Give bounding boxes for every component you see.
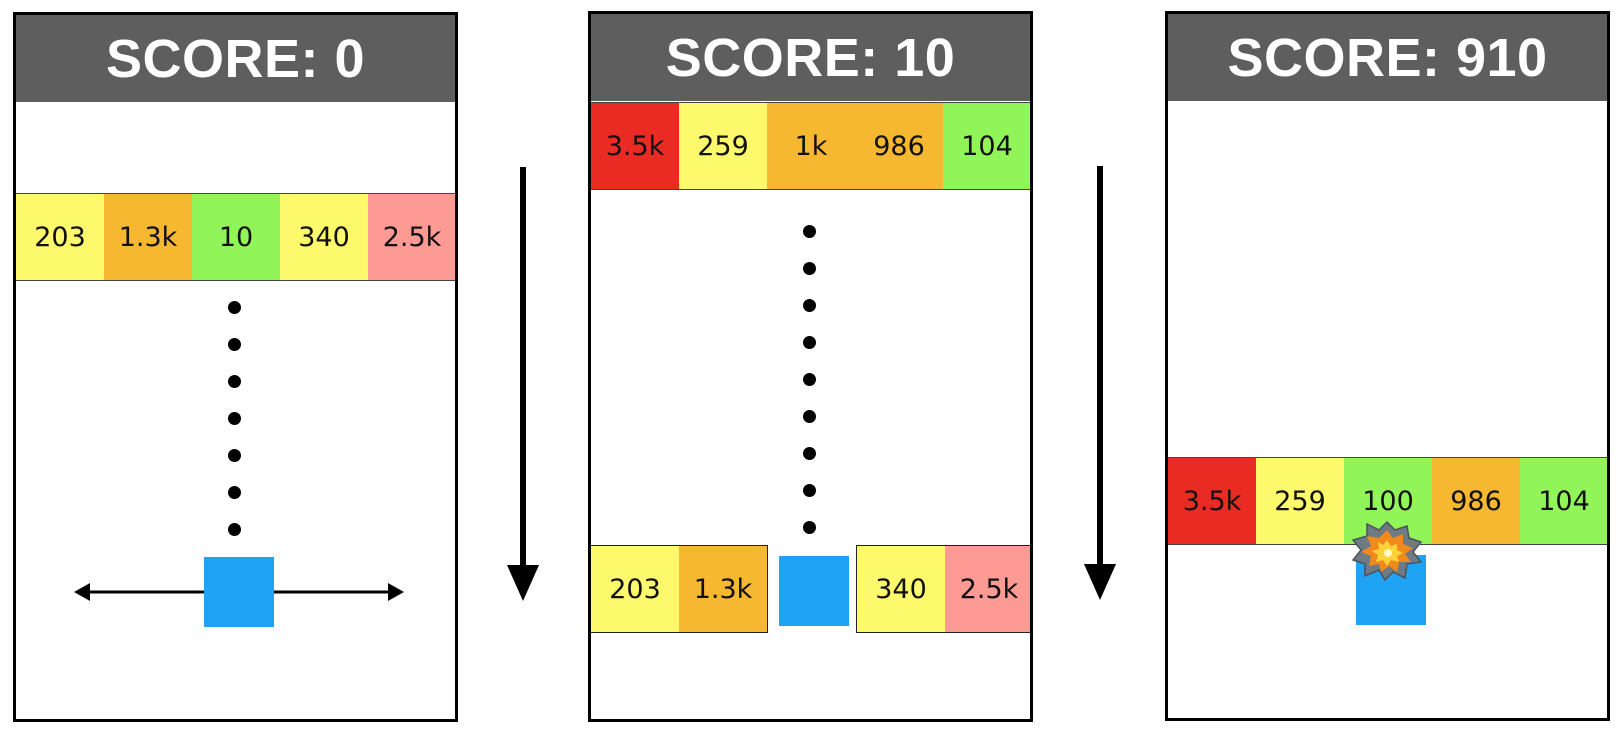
aim-dot bbox=[228, 449, 241, 462]
block-cell: 2.5k bbox=[945, 546, 1030, 632]
block-cell: 203 bbox=[591, 546, 679, 632]
block-cell: 10 bbox=[192, 194, 280, 280]
aim-dot bbox=[803, 410, 816, 423]
down-arrow-icon bbox=[507, 167, 539, 601]
block-cell: 104 bbox=[1520, 458, 1607, 544]
aim-dot bbox=[228, 412, 241, 425]
block-cell: 1k bbox=[767, 103, 855, 189]
block-row: 3.5k 259 100 986 104 bbox=[1168, 457, 1607, 545]
aim-dot bbox=[803, 262, 816, 275]
aim-dot bbox=[803, 299, 816, 312]
player-block[interactable] bbox=[204, 557, 274, 627]
block-cell: 340 bbox=[857, 546, 945, 632]
block-cell: 259 bbox=[679, 103, 767, 189]
aim-dot bbox=[228, 486, 241, 499]
block-cell: 340 bbox=[280, 194, 368, 280]
aim-dot bbox=[228, 338, 241, 351]
player-block[interactable] bbox=[779, 556, 849, 626]
block-cell: 3.5k bbox=[1168, 458, 1256, 544]
down-arrow-icon bbox=[1084, 166, 1116, 600]
aim-dot bbox=[228, 301, 241, 314]
block-cell: 203 bbox=[16, 194, 104, 280]
game-panel-1: SCORE: 0 203 1.3k 10 340 2.5k bbox=[13, 12, 458, 722]
block-row-left: 203 1.3k bbox=[591, 545, 768, 633]
score-label: SCORE: 0 bbox=[105, 28, 366, 89]
game-panel-3: SCORE: 910 3.5k 259 100 986 104 bbox=[1165, 11, 1610, 721]
aim-dot bbox=[803, 225, 816, 238]
explosion-icon bbox=[1351, 520, 1423, 582]
block-cell: 2.5k bbox=[368, 194, 455, 280]
aim-dot bbox=[803, 484, 816, 497]
score-header: SCORE: 0 bbox=[16, 15, 455, 102]
block-cell: 104 bbox=[943, 103, 1030, 189]
score-label: SCORE: 10 bbox=[665, 27, 956, 88]
game-panel-2: SCORE: 10 3.5k 259 1k 986 104 203 1.3k 3… bbox=[588, 11, 1033, 722]
aim-dot bbox=[803, 373, 816, 386]
aim-dot bbox=[228, 375, 241, 388]
score-header: SCORE: 910 bbox=[1168, 14, 1607, 101]
block-cell: 259 bbox=[1256, 458, 1344, 544]
block-row: 203 1.3k 10 340 2.5k bbox=[16, 193, 455, 281]
aim-dot bbox=[803, 521, 816, 534]
block-cell: 986 bbox=[1432, 458, 1520, 544]
block-cell: 3.5k bbox=[591, 103, 679, 189]
score-header: SCORE: 10 bbox=[591, 14, 1030, 101]
block-cell: 1.3k bbox=[104, 194, 192, 280]
block-cell: 1.3k bbox=[679, 546, 767, 632]
aim-dot bbox=[228, 523, 241, 536]
score-label: SCORE: 910 bbox=[1227, 27, 1548, 88]
block-cell: 986 bbox=[855, 103, 943, 189]
aim-dot bbox=[803, 336, 816, 349]
block-row: 3.5k 259 1k 986 104 bbox=[591, 102, 1030, 190]
aim-dot bbox=[803, 447, 816, 460]
block-row-right: 340 2.5k bbox=[856, 545, 1030, 633]
